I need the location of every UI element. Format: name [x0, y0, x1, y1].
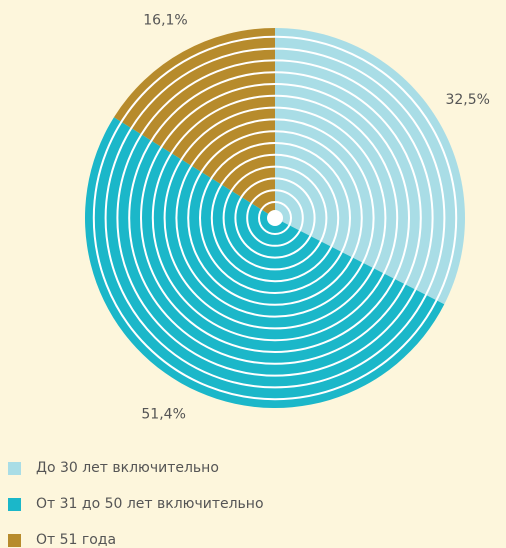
pie-slice: [275, 28, 465, 305]
ring: [187, 130, 363, 306]
legend-label: От 31 до 50 лет включительно: [36, 496, 264, 512]
legend-swatch: [8, 498, 21, 511]
ring: [104, 47, 446, 389]
ring: [151, 94, 399, 342]
legend-swatch: [8, 534, 21, 547]
legend-label: От 51 года: [36, 532, 116, 548]
ring: [163, 106, 387, 330]
ring: [234, 177, 316, 259]
ring: [199, 142, 351, 294]
ring: [246, 189, 304, 247]
ring: [116, 59, 434, 377]
value-label: 16,1%: [143, 12, 187, 28]
value-label: 32,5%: [445, 92, 489, 108]
ring: [222, 165, 328, 271]
ring: [258, 201, 292, 235]
pie-slice: [85, 117, 445, 408]
legend-label: До 30 лет включительно: [36, 460, 219, 476]
value-label: 51,4%: [141, 407, 185, 423]
legend-swatch: [8, 462, 21, 475]
ring: [210, 153, 340, 283]
ring: [140, 83, 410, 353]
center-dot: [267, 210, 283, 226]
ring: [175, 118, 375, 318]
ring: [128, 71, 422, 365]
ring: [92, 35, 458, 401]
